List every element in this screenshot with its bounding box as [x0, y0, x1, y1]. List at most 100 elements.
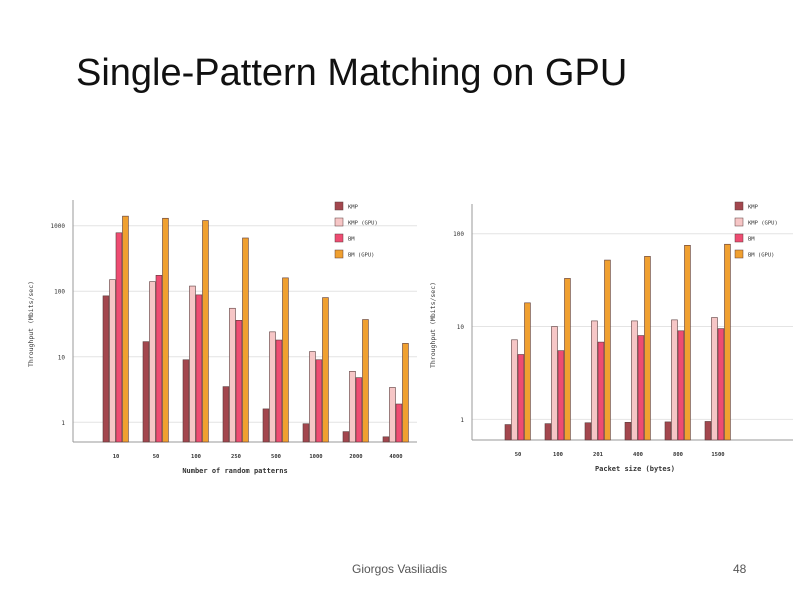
bar-bm-201 — [597, 341, 605, 441]
bar-kmp-gpu-1000 — [309, 351, 316, 443]
bar-bm-100 — [195, 294, 203, 443]
legend-swatch — [334, 217, 344, 227]
x-axis-title: Packet size (bytes) — [595, 465, 675, 473]
bar-bm-gpu-50 — [162, 217, 169, 443]
y-tick-label: 1000 — [51, 223, 66, 230]
bar-kmp-400 — [624, 422, 632, 441]
bar-bm-gpu-201 — [604, 259, 611, 441]
y-tick-label: 10 — [457, 324, 465, 331]
legend-label: BM (GPU) — [748, 253, 775, 259]
bar-kmp-1500 — [704, 421, 712, 441]
x-tick-label: 800 — [673, 452, 683, 458]
bar-bm-100 — [557, 350, 565, 441]
bar-bm-50 — [155, 275, 163, 443]
y-axis-title: Throughput (Mbits/sec) — [27, 281, 35, 367]
bar-bm-1500 — [717, 328, 725, 441]
bar-kmp-gpu-4000 — [389, 387, 396, 443]
x-tick-label: 4000 — [389, 454, 402, 460]
slide-title: Single-Pattern Matching on GPU — [76, 52, 628, 94]
bar-kmp-250 — [222, 386, 230, 443]
page-number: 48 — [733, 562, 747, 576]
bar-kmp-gpu-50 — [511, 339, 518, 441]
x-tick-label: 250 — [231, 454, 241, 460]
y-axis-title: Throughput (Mbits/sec) — [429, 282, 437, 368]
bar-bm-gpu-4000 — [402, 343, 409, 443]
legend-label: KMP — [348, 205, 359, 211]
bar-bm-400 — [637, 335, 645, 441]
x-tick-label: 10 — [113, 454, 120, 460]
bar-kmp-gpu-800 — [671, 319, 678, 441]
legend-swatch — [334, 201, 344, 211]
bar-kmp-gpu-400 — [631, 320, 638, 441]
y-tick-label: 10 — [58, 354, 66, 361]
legend-swatch — [734, 249, 744, 259]
bar-bm-4000 — [395, 403, 403, 443]
bar-kmp-gpu-2000 — [349, 370, 356, 443]
bar-kmp-gpu-500 — [269, 331, 276, 443]
bar-bm-gpu-2000 — [362, 319, 369, 443]
bar-bm-gpu-250 — [242, 237, 249, 443]
legend-label: KMP (GPU) — [748, 221, 778, 227]
bar-bm-gpu-500 — [282, 277, 289, 443]
bar-kmp-gpu-250 — [229, 307, 236, 443]
bar-bm-gpu-400 — [644, 256, 651, 441]
bar-bm-gpu-1500 — [724, 243, 731, 441]
bar-bm-gpu-50 — [524, 302, 531, 441]
legend-swatch — [734, 201, 744, 211]
bar-bm-gpu-100 — [202, 220, 209, 443]
legend-swatch — [734, 233, 744, 243]
x-tick-label: 500 — [271, 454, 281, 460]
y-tick-label: 1 — [460, 417, 464, 424]
legend-swatch — [334, 233, 344, 243]
bar-bm-500 — [275, 339, 283, 443]
bar-kmp-10 — [102, 295, 110, 443]
legend-label: KMP — [748, 205, 759, 211]
bar-kmp-2000 — [342, 431, 350, 443]
legend-swatch — [334, 249, 344, 259]
x-tick-label: 2000 — [349, 454, 362, 460]
bar-kmp-gpu-201 — [591, 320, 598, 441]
legend-label: BM — [748, 237, 755, 243]
x-tick-label: 201 — [593, 452, 604, 458]
chart-patterns: 1 10 100 1000 10 50 100 250 500 1000 2000 4000 Numbe… — [27, 200, 417, 475]
bar-bm-gpu-1000 — [322, 297, 329, 443]
legend-label: BM (GPU) — [348, 253, 375, 259]
x-tick-label: 1500 — [711, 452, 724, 458]
x-axis-title: Number of random patterns — [182, 467, 287, 475]
y-tick-label: 100 — [54, 289, 65, 296]
x-tick-label: 50 — [515, 452, 522, 458]
bar-bm-10 — [115, 232, 123, 443]
x-tick-label: 100 — [553, 452, 563, 458]
legend-swatch — [734, 217, 744, 227]
bar-bm-gpu-10 — [122, 215, 129, 443]
y-tick-label: 100 — [453, 231, 464, 238]
bar-kmp-gpu-100 — [189, 285, 196, 443]
x-tick-label: 50 — [153, 454, 160, 460]
bar-kmp-1000 — [302, 423, 310, 443]
bar-kmp-50 — [142, 341, 150, 443]
bar-kmp-gpu-1500 — [711, 317, 718, 441]
y-tick-label: 1 — [61, 420, 65, 427]
bar-bm-250 — [235, 320, 243, 443]
x-tick-label: 1000 — [309, 454, 322, 460]
bar-kmp-201 — [584, 422, 592, 441]
bar-kmp-50 — [504, 424, 512, 441]
legend-label: KMP (GPU) — [348, 221, 378, 227]
x-tick-label: 400 — [633, 452, 643, 458]
bar-kmp-100 — [544, 423, 552, 441]
bar-bm-gpu-800 — [684, 245, 691, 441]
bar-kmp-gpu-50 — [149, 281, 156, 443]
footer-author: Giorgos Vasiliadis — [352, 562, 448, 576]
x-tick-label: 100 — [191, 454, 201, 460]
legend-label: BM — [348, 237, 355, 243]
bar-kmp-800 — [664, 421, 672, 441]
bar-kmp-4000 — [382, 436, 390, 443]
bar-kmp-gpu-100 — [551, 326, 558, 441]
bar-bm-50 — [517, 354, 525, 441]
bar-bm-800 — [677, 330, 685, 441]
bar-bm-1000 — [315, 359, 323, 443]
chart-packet-size: 1 10 100 50 100 201 400 800 1500 Packet size (byt… — [429, 201, 793, 473]
bar-bm-2000 — [355, 377, 363, 443]
bar-kmp-gpu-10 — [109, 279, 116, 443]
bar-bm-gpu-100 — [564, 278, 571, 441]
